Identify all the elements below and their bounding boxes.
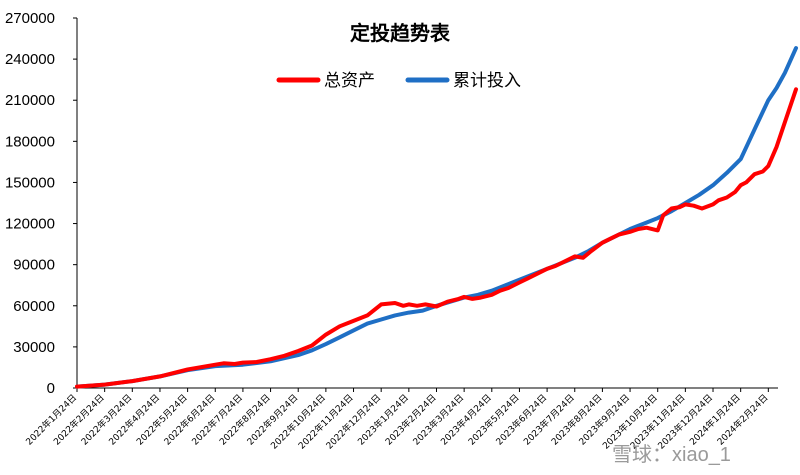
axes: [76, 18, 778, 389]
y-tick-label: 0: [47, 380, 55, 397]
y-tick-label: 210000: [5, 92, 55, 109]
y-tick-label: 150000: [5, 174, 55, 191]
y-tick-label: 30000: [13, 339, 55, 356]
series-line-total-assets: [75, 87, 798, 389]
y-tick-label: 240000: [5, 51, 55, 68]
series-layer: [75, 46, 798, 389]
legend: 总资产 累计投入: [276, 71, 521, 91]
legend-label-asset: 总资产: [324, 71, 375, 91]
series-line-cumulative-investment: [75, 46, 798, 389]
chart-title: 定投趋势表: [350, 21, 451, 45]
legend-label-invest: 累计投入: [453, 71, 521, 91]
y-tick-label: 120000: [5, 216, 55, 233]
y-axis-ticks: 0 30000 60000 90000 120000 150000 180000 210000…: [5, 10, 77, 397]
watermark-text: 雪球：xiao_1: [612, 443, 731, 466]
y-tick-label: 180000: [5, 133, 55, 150]
y-tick-label: 60000: [13, 298, 55, 315]
y-tick-label: 90000: [13, 257, 55, 274]
y-tick-label: 270000: [5, 10, 55, 27]
